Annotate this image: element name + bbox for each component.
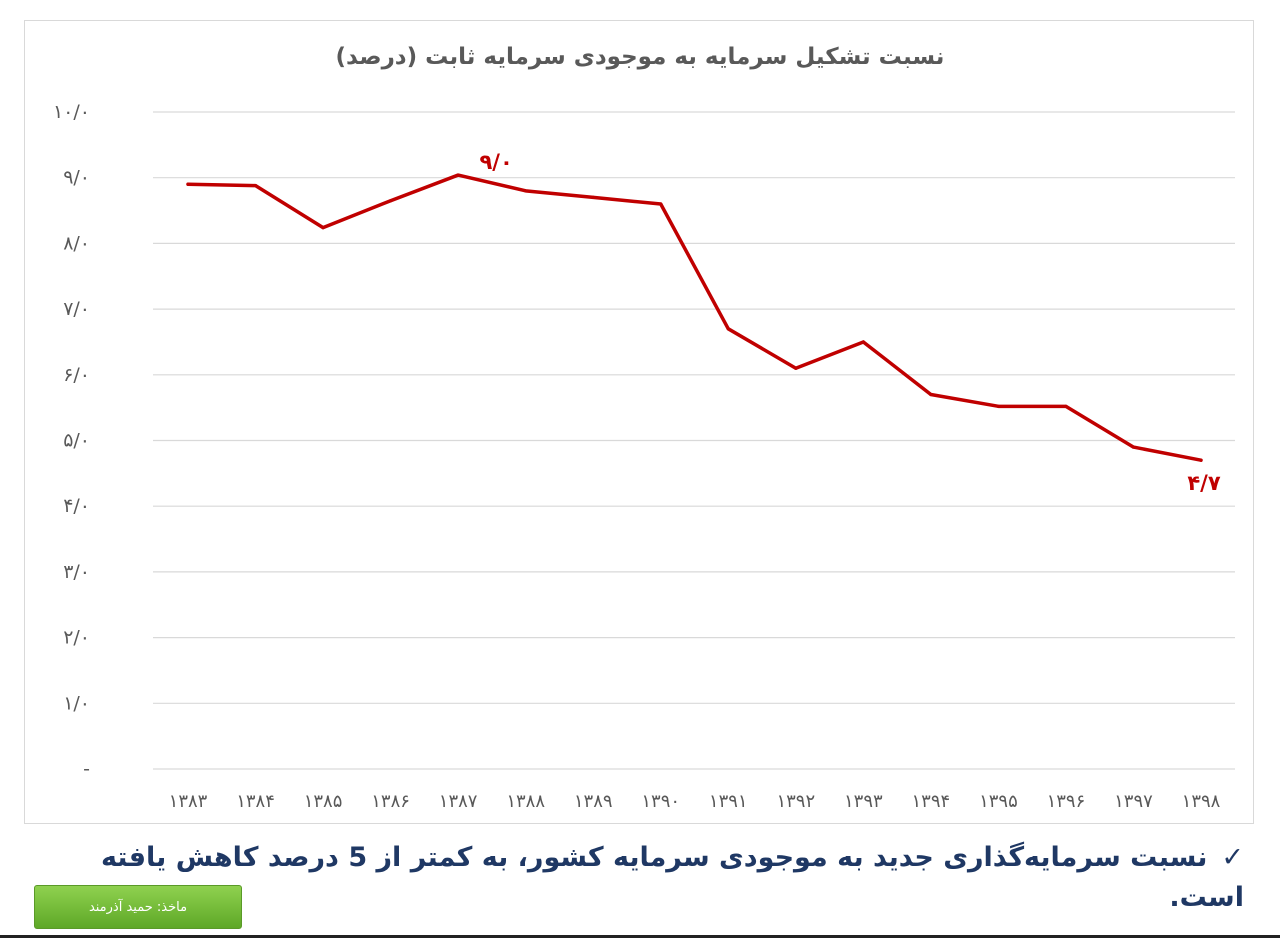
bottom-divider: [0, 935, 1280, 938]
data-label: ۴/۷: [1187, 471, 1220, 495]
data-point: [929, 392, 933, 397]
data-point: [524, 189, 528, 193]
x-tick-label: ۱۳۸۴: [236, 791, 275, 812]
y-tick-label: ۲/۰: [63, 627, 90, 649]
caption: ✓نسبت سرمایه‌گذاری جدید به موجودی سرمایه…: [44, 838, 1244, 918]
x-tick-label: ۱۳۹۸: [1182, 791, 1221, 812]
x-tick-label: ۱۳۹۵: [979, 791, 1018, 812]
x-tick-label: ۱۳۹۱: [709, 791, 748, 812]
data-point: [253, 183, 258, 188]
x-tick-label: ۱۳۹۳: [844, 791, 883, 812]
y-tick-label: ۱۰/۰: [53, 101, 90, 123]
x-tick-label: ۱۳۸۵: [304, 791, 343, 812]
y-tick-label: ۱/۰: [63, 692, 90, 714]
caption-text: نسبت سرمایه‌گذاری جدید به موجودی سرمایه …: [100, 842, 1244, 913]
data-point: [456, 173, 460, 177]
y-tick-label: ۸/۰: [63, 232, 90, 254]
x-tick-label: ۱۳۹۷: [1114, 791, 1153, 812]
data-point: [186, 182, 190, 186]
y-tick-label: ۳/۰: [63, 561, 90, 583]
source-badge[interactable]: ماخذ: حمید آذرمند: [34, 885, 242, 929]
data-point: [1131, 445, 1136, 449]
data-point: [389, 199, 393, 203]
chart-title: نسبت تشکیل سرمایه به موجودی سرمایه ثابت …: [335, 44, 945, 70]
data-point: [1064, 404, 1068, 408]
y-tick-label: ۵/۰: [63, 430, 90, 452]
data-point: [591, 195, 595, 200]
check-icon: ✓: [1221, 842, 1244, 873]
data-label: ۹/۰: [479, 150, 512, 174]
y-tick-label: ۴/۰: [63, 495, 90, 517]
data-point: [794, 366, 798, 370]
y-tick-label: ۶/۰: [63, 364, 90, 386]
x-tick-label: ۱۳۸۷: [439, 791, 478, 812]
data-point: [861, 340, 865, 344]
y-tick-label: ۷/۰: [63, 298, 90, 320]
data-point: [659, 202, 663, 206]
series-line: [186, 173, 1203, 462]
x-tick-label: ۱۳۹۰: [641, 791, 680, 812]
x-tick-label: ۱۳۸۸: [506, 791, 545, 812]
x-tick-label: ۱۳۹۴: [912, 791, 951, 812]
line-chart: - ۱/۰ ۲/۰ ۳/۰ ۴/۰ ۵/۰ ۶/۰ ۷/۰ ۸/۰ ۹/۰ ۱۰/۰ ۱۳۸۳ ۱۳۸۴…: [53, 101, 1235, 812]
data-point: [321, 226, 325, 230]
chart-frame: [24, 20, 1254, 824]
x-tick-label: ۱۳۹۶: [1047, 791, 1086, 812]
data-point: [996, 404, 1001, 408]
x-tick-label: ۱۳۸۶: [371, 791, 410, 812]
y-tick-label: -: [83, 758, 90, 780]
y-tick-label: ۹/۰: [63, 167, 90, 189]
x-tick-label: ۱۳۸۹: [574, 791, 613, 812]
x-tick-label: ۱۳۸۳: [169, 791, 208, 812]
data-point: [726, 327, 730, 331]
x-tick-label: ۱۳۹۲: [776, 791, 815, 812]
data-point: [1199, 458, 1203, 462]
